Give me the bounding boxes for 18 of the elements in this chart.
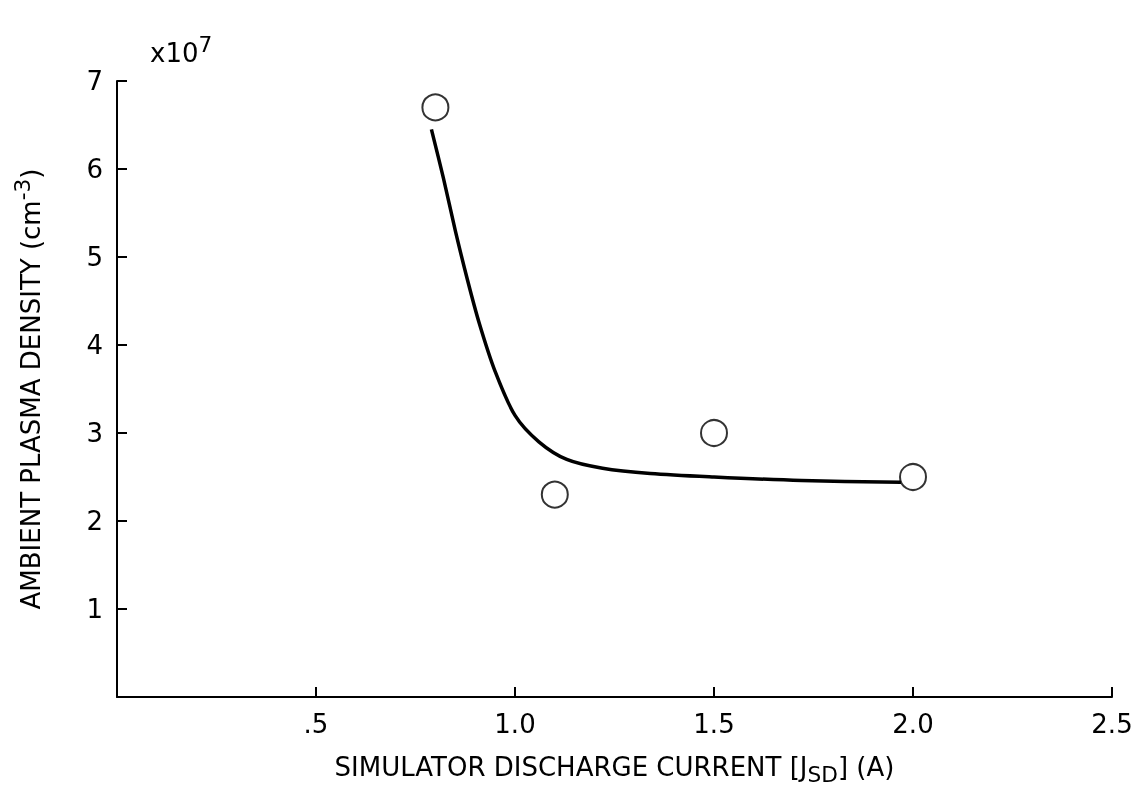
y-tick-label: 3 [86, 418, 103, 448]
y-tick-label: 1 [86, 594, 103, 624]
point [540, 480, 569, 509]
y-tick-label: 4 [86, 330, 103, 360]
x-tick-label: .5 [303, 709, 329, 739]
x-axis-title: SIMULATOR DISCHARGE CURRENT [J$_{SD}$] (A) [333, 752, 896, 788]
point [899, 463, 927, 491]
x-tick-label: 1.0 [494, 709, 536, 739]
y-tick-label: 6 [86, 154, 103, 184]
x-tick-label: 2.5 [1091, 709, 1133, 739]
point [421, 93, 450, 122]
x-tick-label: 1.5 [693, 709, 735, 739]
y-tick-label: 2 [86, 506, 103, 536]
y-tick-label: 7 [86, 66, 103, 96]
text: x10$^{7}$ [150, 32, 213, 68]
x-tick-label: 2.0 [892, 709, 934, 739]
y-tick-label: 5 [86, 242, 103, 272]
point [700, 419, 728, 447]
